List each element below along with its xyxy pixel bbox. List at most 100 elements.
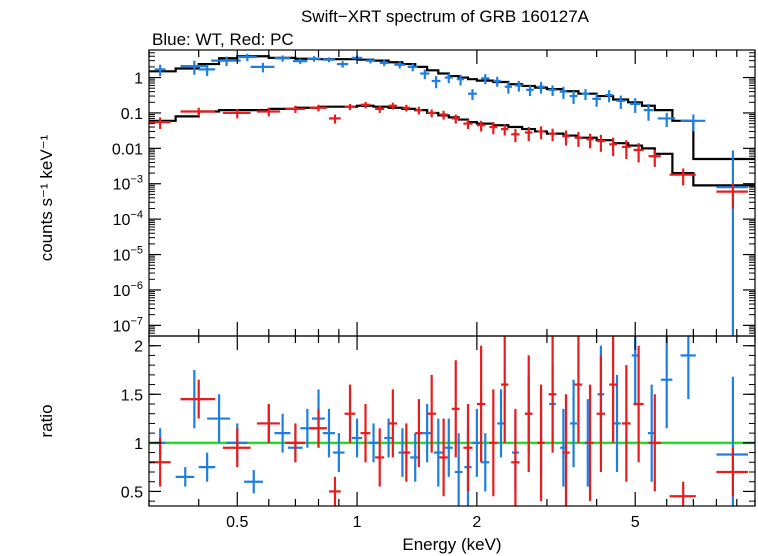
ratio-pc-point-20 xyxy=(511,408,520,506)
spectrum-data-points xyxy=(149,53,748,336)
x-tick-label-1: 1 xyxy=(353,514,362,531)
spectrum-pc-point-5 xyxy=(309,104,327,112)
x-tick-label-3: 5 xyxy=(631,514,640,531)
spectrum-wt-point-13 xyxy=(379,60,389,67)
spectrum-wt-point-29 xyxy=(569,90,578,104)
spectrum-pc-point-27 xyxy=(596,134,606,152)
x-tick-labels: 0.5 1 2 5 xyxy=(226,514,640,531)
ratio-pc-point-30 xyxy=(633,345,644,463)
ratio-pc-point-17 xyxy=(476,345,486,463)
ratio-wt-point-38 xyxy=(660,336,673,429)
spectrum-y-axis-label: counts s⁻¹ keV⁻¹ xyxy=(37,134,56,261)
ratio-wt-point-24 xyxy=(472,408,482,477)
spectrum-wt-point-27 xyxy=(548,85,557,97)
spectrum-wt-point-33 xyxy=(616,95,626,109)
ratio-pc-point-33 xyxy=(716,447,748,497)
spectrum-wt-point-32 xyxy=(605,90,614,103)
spectrum-pc-point-23 xyxy=(548,128,557,142)
spectrum-wt-point-20 xyxy=(467,89,477,101)
ratio-pc-point-5 xyxy=(309,408,327,448)
spectrum-x-ticks xyxy=(148,50,756,336)
chart-title: Swift−XRT spectrum of GRB 160127A xyxy=(301,7,590,26)
ratio-pc-point-21 xyxy=(524,355,533,472)
spectrum-wt-point-25 xyxy=(526,85,534,97)
spectrum-pc-point-25 xyxy=(574,131,583,147)
spectrum-wt-point-18 xyxy=(444,73,453,84)
spectrum-y-tick-label-2: 0.01 xyxy=(112,141,143,158)
chart-subtitle: Blue: WT, Red: PC xyxy=(152,30,294,49)
spectrum-frame xyxy=(148,49,756,337)
spectrum-pc-point-7 xyxy=(344,103,356,111)
ratio-pc-point-26 xyxy=(586,384,594,502)
spectrum-model-lines xyxy=(149,55,755,187)
ratio-wt-point-6 xyxy=(244,470,263,494)
spectrum-pc-point-18 xyxy=(489,122,498,135)
spectrum-wt-point-35 xyxy=(643,103,654,121)
spectrum-panel: 1 0.1 0.01 10−3 10−4 10−5 10−6 10−7 counts s⁻¹ … xyxy=(37,49,756,337)
ratio-pc-point-31 xyxy=(648,394,661,492)
spectrum-pc-point-16 xyxy=(463,119,473,130)
spectrum-pc-point-2 xyxy=(222,108,251,119)
spectrum-wt-point-21 xyxy=(481,74,490,85)
ratio-y-tick-label-2: 1.5 xyxy=(121,387,143,404)
spectrum-pc-point-11 xyxy=(402,104,411,112)
spectrum-wt-point-19 xyxy=(456,74,465,86)
spectrum-wt-point-16 xyxy=(420,69,430,80)
spectrum-wt-point-37 xyxy=(680,114,706,132)
spectrum-wt-point-6 xyxy=(274,55,291,62)
ratio-wt-point-8 xyxy=(274,413,291,453)
ratio-pc-point-15 xyxy=(451,360,460,458)
spectrum-y-tick-label-6: 10−6 xyxy=(113,280,143,300)
spectrum-pc-point-29 xyxy=(621,140,631,160)
spectrum-pc-point-20 xyxy=(511,129,520,143)
ratio-pc-point-12 xyxy=(415,399,423,468)
spectrum-wt-point-0 xyxy=(154,64,166,77)
spectrum-pc-point-22 xyxy=(537,126,545,140)
x-tick-label-0: 0.5 xyxy=(226,514,248,531)
ratio-wt-point-16 xyxy=(384,418,393,458)
spectrum-pc-point-17 xyxy=(476,120,486,132)
ratio-wt-point-13 xyxy=(333,433,345,472)
ratio-wt-point-26 xyxy=(497,389,505,458)
spectrum-pc-point-24 xyxy=(562,130,570,146)
ratio-wt-point-20 xyxy=(433,418,443,487)
ratio-wt-point-32 xyxy=(570,379,577,468)
spectrum-wt-point-30 xyxy=(581,89,590,101)
ratio-wt-point-14 xyxy=(351,418,363,458)
x-tick-label-2: 2 xyxy=(472,514,481,531)
spectrum-y-tick-label-0: 1 xyxy=(134,71,143,88)
ratio-pc-point-2 xyxy=(222,428,251,468)
spectrum-wt-point-9 xyxy=(322,57,335,63)
spectrum-y-tick-label-3: 10−3 xyxy=(113,174,143,194)
spectrum-wt-point-31 xyxy=(592,93,601,107)
spectrum-pc-point-32 xyxy=(669,168,696,186)
ratio-pc-point-16 xyxy=(463,404,473,492)
ratio-pc-point-23 xyxy=(548,336,557,453)
spectrum-pc-point-31 xyxy=(648,149,661,167)
model-line-wt xyxy=(149,55,755,161)
spectrum-y-tick-label-5: 10−5 xyxy=(113,245,143,265)
ratio-pc-point-6 xyxy=(328,476,341,506)
spectrum-wt-point-38 xyxy=(716,150,748,336)
ratio-wt-point-4 xyxy=(207,394,231,443)
spectrum-pc-point-15 xyxy=(451,114,460,124)
spectrum-wt-point-10 xyxy=(336,61,349,68)
spectrum-wt-point-12 xyxy=(365,58,376,64)
spectrum-pc-point-13 xyxy=(427,109,437,118)
ratio-frame xyxy=(148,335,756,507)
spectrum-pc-point-26 xyxy=(586,133,594,149)
spectrum-pc-point-30 xyxy=(633,143,644,163)
spectrum-wt-point-23 xyxy=(504,81,512,94)
ratio-pc-point-11 xyxy=(402,423,411,482)
ratio-pc-point-32 xyxy=(669,481,696,506)
spectrum-wt-point-28 xyxy=(559,86,568,99)
ratio-pc-point-29 xyxy=(621,365,631,482)
ratio-wt-point-35 xyxy=(613,374,621,472)
spectrum-wt-point-22 xyxy=(493,76,502,87)
ratio-pc-point-7 xyxy=(344,384,356,443)
spectrum-wt-point-15 xyxy=(407,63,418,72)
spectrum-wt-point-4 xyxy=(237,53,257,62)
spectrum-pc-point-19 xyxy=(501,124,509,136)
spectrum-pc-point-28 xyxy=(609,137,618,157)
